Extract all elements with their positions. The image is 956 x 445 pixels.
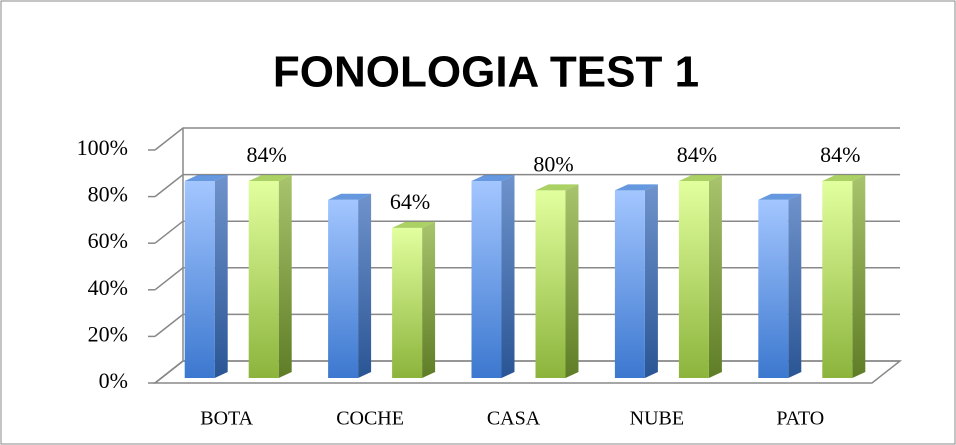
value-label: 84% [820, 142, 860, 167]
bar-top [758, 193, 802, 200]
y-tick-label: 40% [88, 275, 128, 300]
bar [822, 181, 853, 378]
bar-top [614, 184, 658, 191]
x-tick-label: COCHE [336, 408, 404, 430]
bar-side [278, 175, 292, 378]
bar [328, 199, 359, 378]
value-label: 80% [533, 151, 573, 176]
bar [535, 190, 566, 378]
bar-top [471, 175, 515, 182]
bar-side [501, 175, 515, 378]
bar [614, 190, 645, 378]
bar-side [644, 184, 658, 378]
y-tick-label: 100% [77, 135, 128, 160]
bar-side [422, 221, 436, 378]
chart-title: FONOLOGIA TEST 1 [273, 48, 699, 97]
bar-top [248, 175, 292, 182]
bar-top [678, 175, 722, 182]
grid-line [154, 127, 900, 151]
y-tick-label: 60% [88, 228, 128, 253]
bar [184, 181, 215, 378]
grid-line [154, 267, 900, 291]
bar [471, 181, 502, 378]
y-tick-label: 0% [99, 368, 128, 393]
bar-top [535, 184, 579, 191]
bar-side [788, 193, 802, 378]
grid-line [154, 220, 900, 244]
bar-top [328, 193, 372, 200]
bar-side [565, 184, 579, 378]
bar-side [358, 193, 372, 378]
grid-line [154, 173, 900, 198]
x-tick-label: PATO [776, 408, 824, 430]
bar-side [852, 175, 866, 378]
x-tick-label: BOTA [200, 408, 253, 430]
x-tick-label: CASA [487, 408, 541, 430]
bar [248, 181, 279, 378]
bar-side [708, 175, 722, 378]
bar [392, 227, 423, 378]
y-tick-label: 20% [88, 321, 128, 346]
bar-top [392, 221, 436, 228]
bar-top [822, 175, 866, 182]
bar [678, 181, 709, 378]
bar-top [184, 175, 228, 182]
value-label: 84% [247, 142, 287, 167]
value-label: 84% [677, 142, 717, 167]
bar-side [214, 175, 228, 378]
bar [758, 199, 789, 378]
grid-line [154, 313, 900, 337]
x-tick-label: NUBE [630, 408, 684, 430]
grid-line [154, 360, 900, 384]
value-label: 64% [390, 189, 430, 214]
y-tick-label: 80% [88, 182, 128, 207]
